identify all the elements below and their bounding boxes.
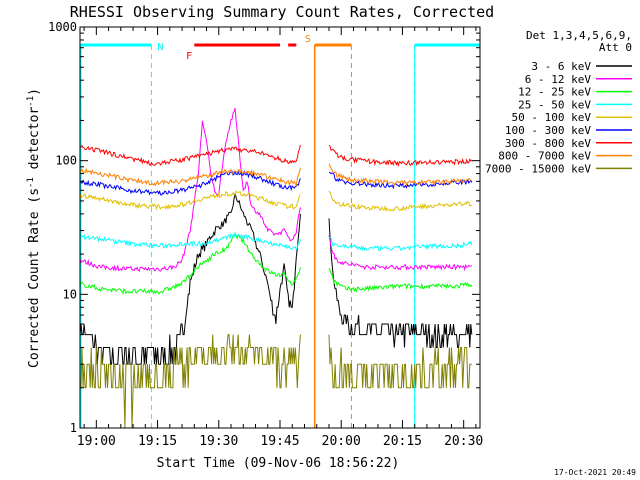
legend-label: 300 - 800 keV: [505, 137, 591, 150]
legend-label: 7000 - 15000 keV: [485, 162, 591, 175]
legend-label: 6 - 12 keV: [525, 73, 592, 86]
y-axis-label-exp: -1: [26, 96, 36, 107]
series-line: [328, 236, 473, 252]
series-line: [79, 233, 301, 295]
x-tick-label: 20:15: [383, 434, 422, 449]
legend-label: 100 - 300 keV: [505, 124, 591, 137]
series-line: [79, 190, 301, 211]
axes: 1 10 100 1000 19:00 19:15 19:30 19:45 20:00 20:15…: [48, 20, 483, 449]
series-line: [328, 235, 473, 272]
y-tick-label: 10: [63, 287, 77, 301]
y-axis-label-part: ): [27, 88, 42, 96]
x-axis-label: Start Time (09-Nov-06 18:56:22): [157, 456, 400, 471]
legend-header: Att 0: [599, 41, 632, 54]
series-line: [79, 231, 301, 251]
annotation-label: F: [186, 51, 192, 62]
y-axis-label-part: Corrected Count Rate (s: [27, 188, 42, 368]
series-line: [80, 334, 301, 429]
series-line: [328, 334, 472, 389]
legend-header: Det 1,3,4,5,6,9,: [526, 29, 632, 42]
y-tick-label: 1: [70, 421, 77, 435]
series-line: [79, 193, 301, 365]
x-tick-label: 19:45: [260, 434, 299, 449]
series-line: [328, 267, 473, 293]
chart-title: RHESSI Observing Summary Count Rates, Co…: [70, 3, 494, 21]
x-tick-label: 20:00: [322, 434, 361, 449]
series-line: [79, 167, 301, 187]
legend-label: 50 - 100 keV: [512, 111, 592, 124]
y-tick-label: 100: [55, 154, 77, 168]
plot-area: N F S: [79, 34, 480, 429]
x-tick-label: 19:15: [138, 434, 177, 449]
series-line: [328, 190, 472, 212]
y-axis-label-exp: -1: [26, 177, 36, 188]
y-axis-label-part: detector: [27, 107, 42, 178]
y-tick-label: 1000: [48, 20, 77, 34]
x-tick-label: 19:00: [77, 434, 116, 449]
series-line: [328, 145, 473, 167]
series-line: [79, 169, 301, 196]
series-line: [328, 163, 472, 187]
legend-label: 800 - 7000 keV: [498, 150, 591, 163]
x-tick-label: 20:30: [444, 434, 483, 449]
series-line: [328, 218, 473, 348]
legend-label: 3 - 6 keV: [531, 60, 591, 73]
series-line: [79, 144, 301, 166]
y-axis-label: Corrected Count Rate (s-1 detector-1): [26, 88, 42, 368]
footer-timestamp: 17-Oct-2021 20:49: [554, 468, 636, 477]
x-tick-label: 19:30: [199, 434, 238, 449]
annotation-label: N: [157, 42, 163, 53]
series-line: [79, 107, 301, 273]
legend-label: 12 - 25 keV: [518, 86, 591, 99]
annotation-label: S: [305, 34, 311, 45]
legend-label: 25 - 50 keV: [518, 98, 591, 111]
